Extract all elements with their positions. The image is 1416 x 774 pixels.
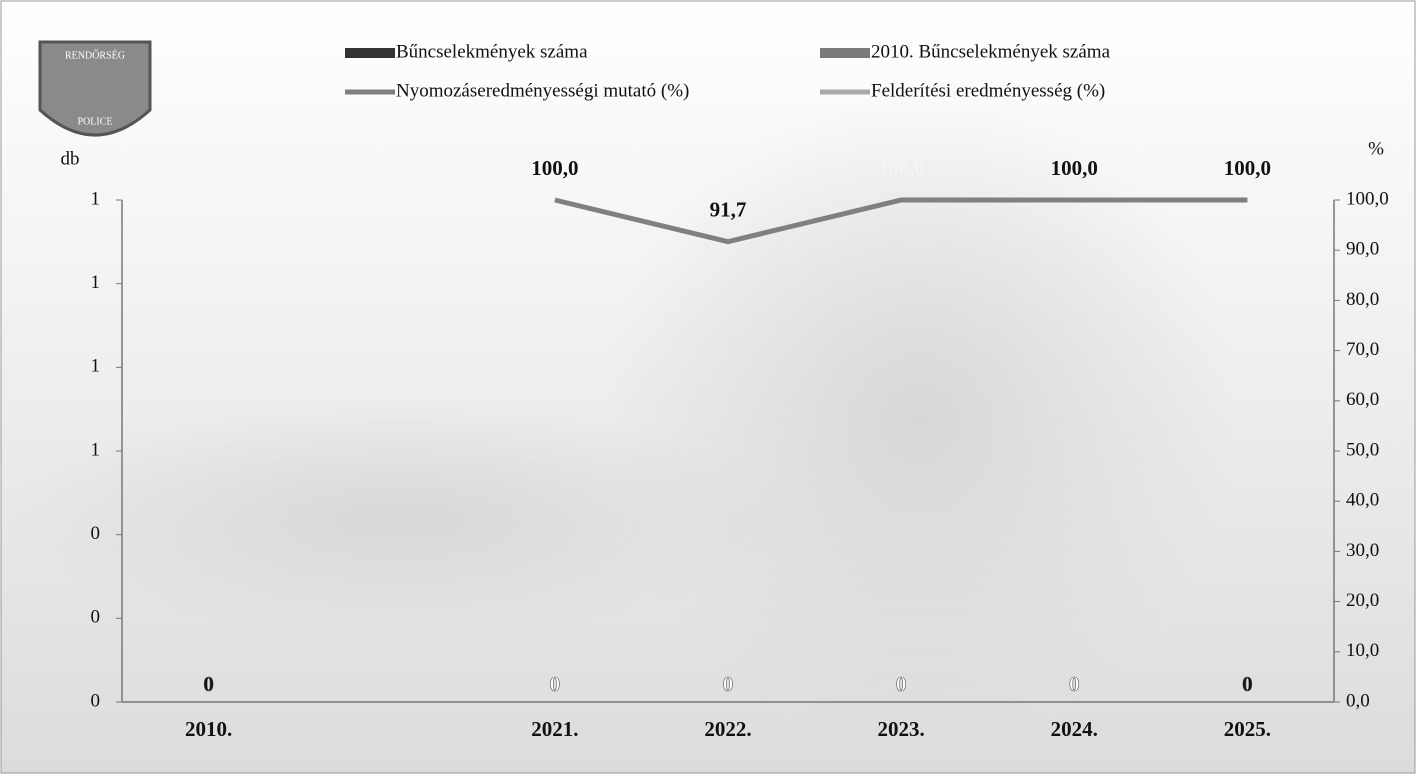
data-label: 100,0 <box>1224 156 1271 180</box>
y-tick-label: 1 <box>91 188 101 209</box>
legend-label: Bűncselekmények száma <box>396 41 588 62</box>
y2-tick-label: 70,0 <box>1346 339 1379 360</box>
data-label: 100,0 <box>878 156 925 180</box>
x-tick-label: 2022. <box>704 717 751 741</box>
x-tick-label: 2010. <box>185 717 232 741</box>
logo-text: RENDŐRSÉG <box>65 49 125 61</box>
data-label: 91,7 <box>710 197 747 221</box>
legend-label: 2010. Bűncselekmények száma <box>871 41 1111 62</box>
data-label: 0 <box>1242 672 1253 696</box>
y2-tick-label: 30,0 <box>1346 540 1379 561</box>
data-label: 0 <box>203 672 214 696</box>
y2-tick-label: 60,0 <box>1346 389 1379 410</box>
x-tick-label: 2021. <box>531 717 578 741</box>
y-axis-title: db <box>61 148 80 169</box>
logo: RENDŐRSÉG POLICE <box>38 40 152 137</box>
y-tick-label: 1 <box>91 439 101 460</box>
legend-label: Felderítési eredményesség (%) <box>871 80 1105 101</box>
y-tick-label: 0 <box>91 607 101 628</box>
y2-tick-label: 0,0 <box>1346 690 1370 711</box>
y2-tick-label: 50,0 <box>1346 439 1379 460</box>
building-decoration <box>600 90 1240 750</box>
y2-tick-label: 90,0 <box>1346 239 1379 260</box>
y2-tick-label: 40,0 <box>1346 490 1379 511</box>
y-tick-label: 1 <box>91 272 101 293</box>
legend-label: Nyomozáseredményességi mutató (%) <box>396 80 689 101</box>
y-tick-label: 0 <box>91 523 101 544</box>
y2-tick-label: 20,0 <box>1346 590 1379 611</box>
legend-swatch <box>345 48 395 58</box>
x-tick-label: 2023. <box>878 717 925 741</box>
data-label: 100,0 <box>1051 156 1098 180</box>
logo-shield <box>38 40 152 137</box>
y2-tick-label: 10,0 <box>1346 640 1379 661</box>
data-label: 0 <box>1069 672 1080 696</box>
y-tick-label: 1 <box>91 356 101 377</box>
y2-tick-label: 80,0 <box>1346 289 1379 310</box>
data-label: 100,0 <box>531 156 578 180</box>
y2-tick-label: 100,0 <box>1346 188 1389 209</box>
data-label: 0 <box>550 672 561 696</box>
legend-swatch <box>820 48 870 58</box>
building-decoration <box>0 400 800 640</box>
y2-axis-title: % <box>1368 138 1384 159</box>
x-tick-label: 2024. <box>1051 717 1098 741</box>
data-label: 0 <box>896 672 907 696</box>
data-label: 0 <box>723 672 734 696</box>
y-tick-label: 0 <box>91 690 101 711</box>
line <box>554 197 1248 245</box>
x-tick-label: 2025. <box>1224 717 1271 741</box>
logo-text: POLICE <box>78 116 113 127</box>
